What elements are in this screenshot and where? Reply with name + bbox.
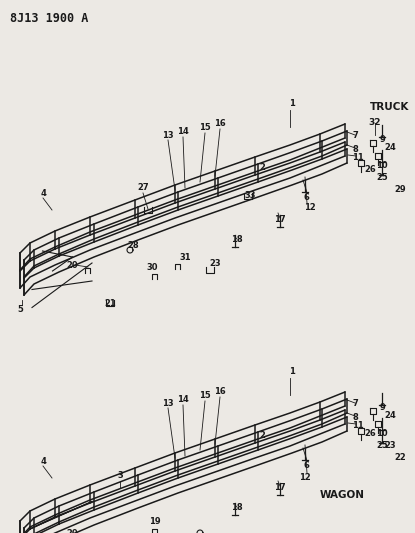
Text: 6: 6 xyxy=(303,192,309,201)
Text: 21: 21 xyxy=(104,298,116,308)
Text: 10: 10 xyxy=(376,429,388,438)
Text: 23: 23 xyxy=(384,441,396,450)
Text: 7: 7 xyxy=(352,400,358,408)
Text: 29: 29 xyxy=(394,185,406,195)
Text: 7: 7 xyxy=(352,132,358,141)
Text: 12: 12 xyxy=(304,203,316,212)
Text: 2: 2 xyxy=(259,164,265,173)
Text: 1: 1 xyxy=(289,367,295,376)
Text: 17: 17 xyxy=(274,215,286,224)
Text: 26: 26 xyxy=(364,166,376,174)
Text: 30: 30 xyxy=(146,262,158,271)
Text: 25: 25 xyxy=(376,174,388,182)
Text: WAGON: WAGON xyxy=(320,490,365,500)
Text: 11: 11 xyxy=(352,152,364,161)
Text: 14: 14 xyxy=(177,127,189,136)
Text: 15: 15 xyxy=(199,124,211,133)
Text: 16: 16 xyxy=(214,387,226,397)
Text: 25: 25 xyxy=(376,441,388,450)
Text: 23: 23 xyxy=(209,259,221,268)
Text: 9: 9 xyxy=(379,403,385,413)
Text: 24: 24 xyxy=(384,142,396,151)
Text: 20: 20 xyxy=(66,529,78,533)
Text: 13: 13 xyxy=(162,131,174,140)
Text: 1: 1 xyxy=(289,99,295,108)
Text: TRUCK: TRUCK xyxy=(370,102,409,112)
Text: 26: 26 xyxy=(364,429,376,438)
Text: 8: 8 xyxy=(352,413,358,422)
Text: 8J13 1900 A: 8J13 1900 A xyxy=(10,12,88,25)
Text: 14: 14 xyxy=(177,395,189,405)
Text: 20: 20 xyxy=(66,261,78,270)
Text: 11: 11 xyxy=(352,421,364,430)
Text: 4: 4 xyxy=(40,189,46,198)
Text: 8: 8 xyxy=(352,144,358,154)
Text: 18: 18 xyxy=(231,236,243,245)
Text: 27: 27 xyxy=(137,182,149,191)
Text: 19: 19 xyxy=(149,516,161,526)
Text: 32: 32 xyxy=(369,118,381,127)
Text: 2: 2 xyxy=(259,432,265,440)
Text: 5: 5 xyxy=(17,305,23,314)
Text: 12: 12 xyxy=(299,473,311,482)
Text: 15: 15 xyxy=(199,392,211,400)
Text: 33: 33 xyxy=(244,190,256,199)
Text: 31: 31 xyxy=(179,253,191,262)
Text: 9: 9 xyxy=(379,135,385,144)
Text: 22: 22 xyxy=(394,454,406,463)
Text: 18: 18 xyxy=(231,504,243,513)
Text: 28: 28 xyxy=(127,240,139,249)
Text: 17: 17 xyxy=(274,483,286,492)
Text: 16: 16 xyxy=(214,119,226,128)
Text: 13: 13 xyxy=(162,399,174,408)
Text: 6: 6 xyxy=(303,461,309,470)
Text: 24: 24 xyxy=(384,410,396,419)
Text: 4: 4 xyxy=(40,456,46,465)
Text: 3: 3 xyxy=(117,472,123,481)
Text: 10: 10 xyxy=(376,160,388,169)
